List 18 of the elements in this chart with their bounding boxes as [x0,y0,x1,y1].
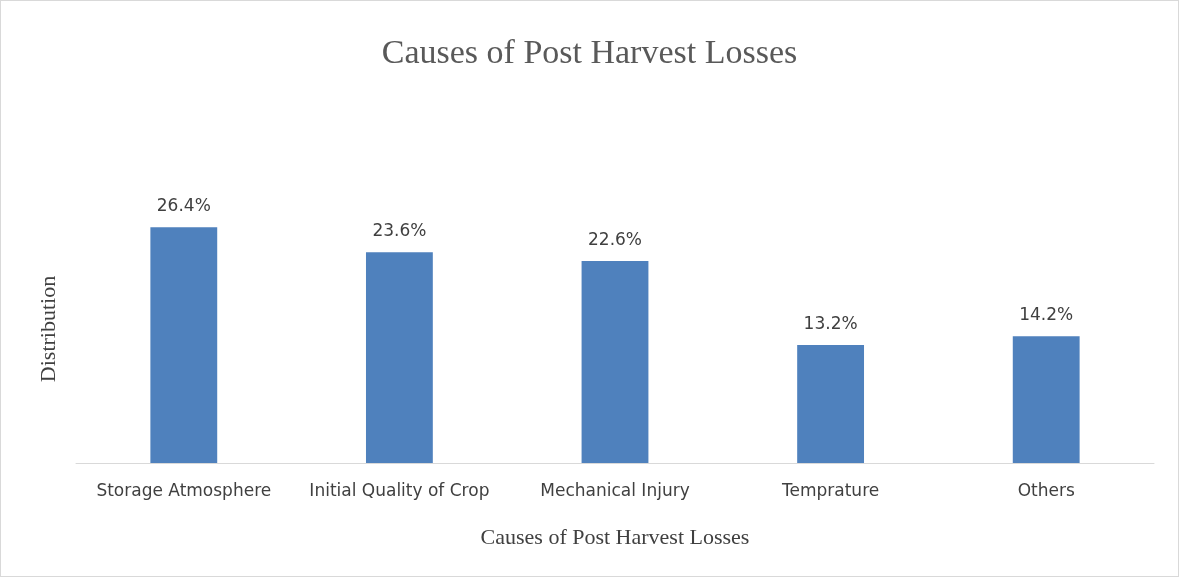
data-label: 26.4% [156,194,211,215]
data-label: 13.2% [803,312,858,333]
data-label: 23.6% [372,219,427,240]
chart-title: Causes of Post Harvest Losses [381,32,798,70]
bar [150,227,218,463]
bar [797,345,865,463]
x-tick-label: Initial Quality of Crop [309,479,490,500]
bar [365,252,433,463]
y-axis-title: Distribution [34,275,60,383]
bar [581,261,649,463]
x-tick-label: Temprature [780,479,880,500]
x-tick-label: Storage Atmosphere [96,479,272,500]
x-axis-title: Causes of Post Harvest Losses [480,523,750,549]
x-tick-label: Others [1017,479,1075,500]
x-tick-label: Mechanical Injury [540,479,690,500]
bar [1012,336,1080,463]
data-label: 22.6% [587,228,643,249]
data-label: 14.2% [1019,303,1074,324]
